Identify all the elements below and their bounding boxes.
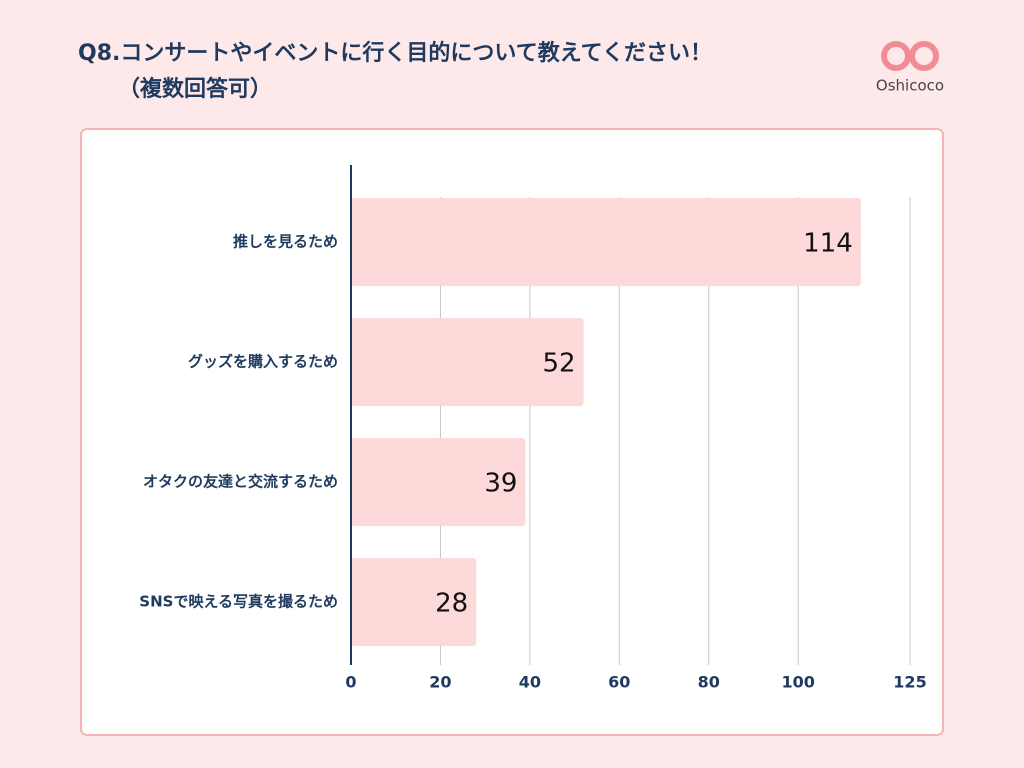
x-tick-label: 40 xyxy=(519,673,541,692)
bar xyxy=(351,438,526,526)
chart-title: Q8.コンサートやイベントに行く目的について教えてください！ xyxy=(78,40,712,66)
logo-ring xyxy=(909,41,939,71)
bar xyxy=(351,318,584,406)
value-label: 52 xyxy=(542,349,575,379)
x-tick-label: 60 xyxy=(608,673,630,692)
x-tick-label: 100 xyxy=(781,673,814,692)
y-tick-label: グッズを購入するため xyxy=(188,353,338,371)
y-tick-label: オタクの友達と交流するため xyxy=(143,473,338,491)
logo xyxy=(881,41,939,71)
x-tick-label: 0 xyxy=(345,673,356,692)
brand: Oshicoco xyxy=(876,77,944,95)
value-label: 28 xyxy=(435,589,468,619)
y-tick-label: SNSで映える写真を撮るため xyxy=(139,593,338,611)
bar xyxy=(351,198,861,286)
chart-subtitle: （複数回答可） xyxy=(118,76,272,102)
value-label: 39 xyxy=(484,469,517,499)
y-tick-label: 推しを見るため xyxy=(233,233,338,251)
value-label: 114 xyxy=(803,229,853,259)
x-tick-label: 80 xyxy=(698,673,720,692)
x-tick-label: 125 xyxy=(893,673,926,692)
logo-ring xyxy=(881,41,911,71)
x-tick-label: 20 xyxy=(429,673,451,692)
bar xyxy=(351,558,477,646)
